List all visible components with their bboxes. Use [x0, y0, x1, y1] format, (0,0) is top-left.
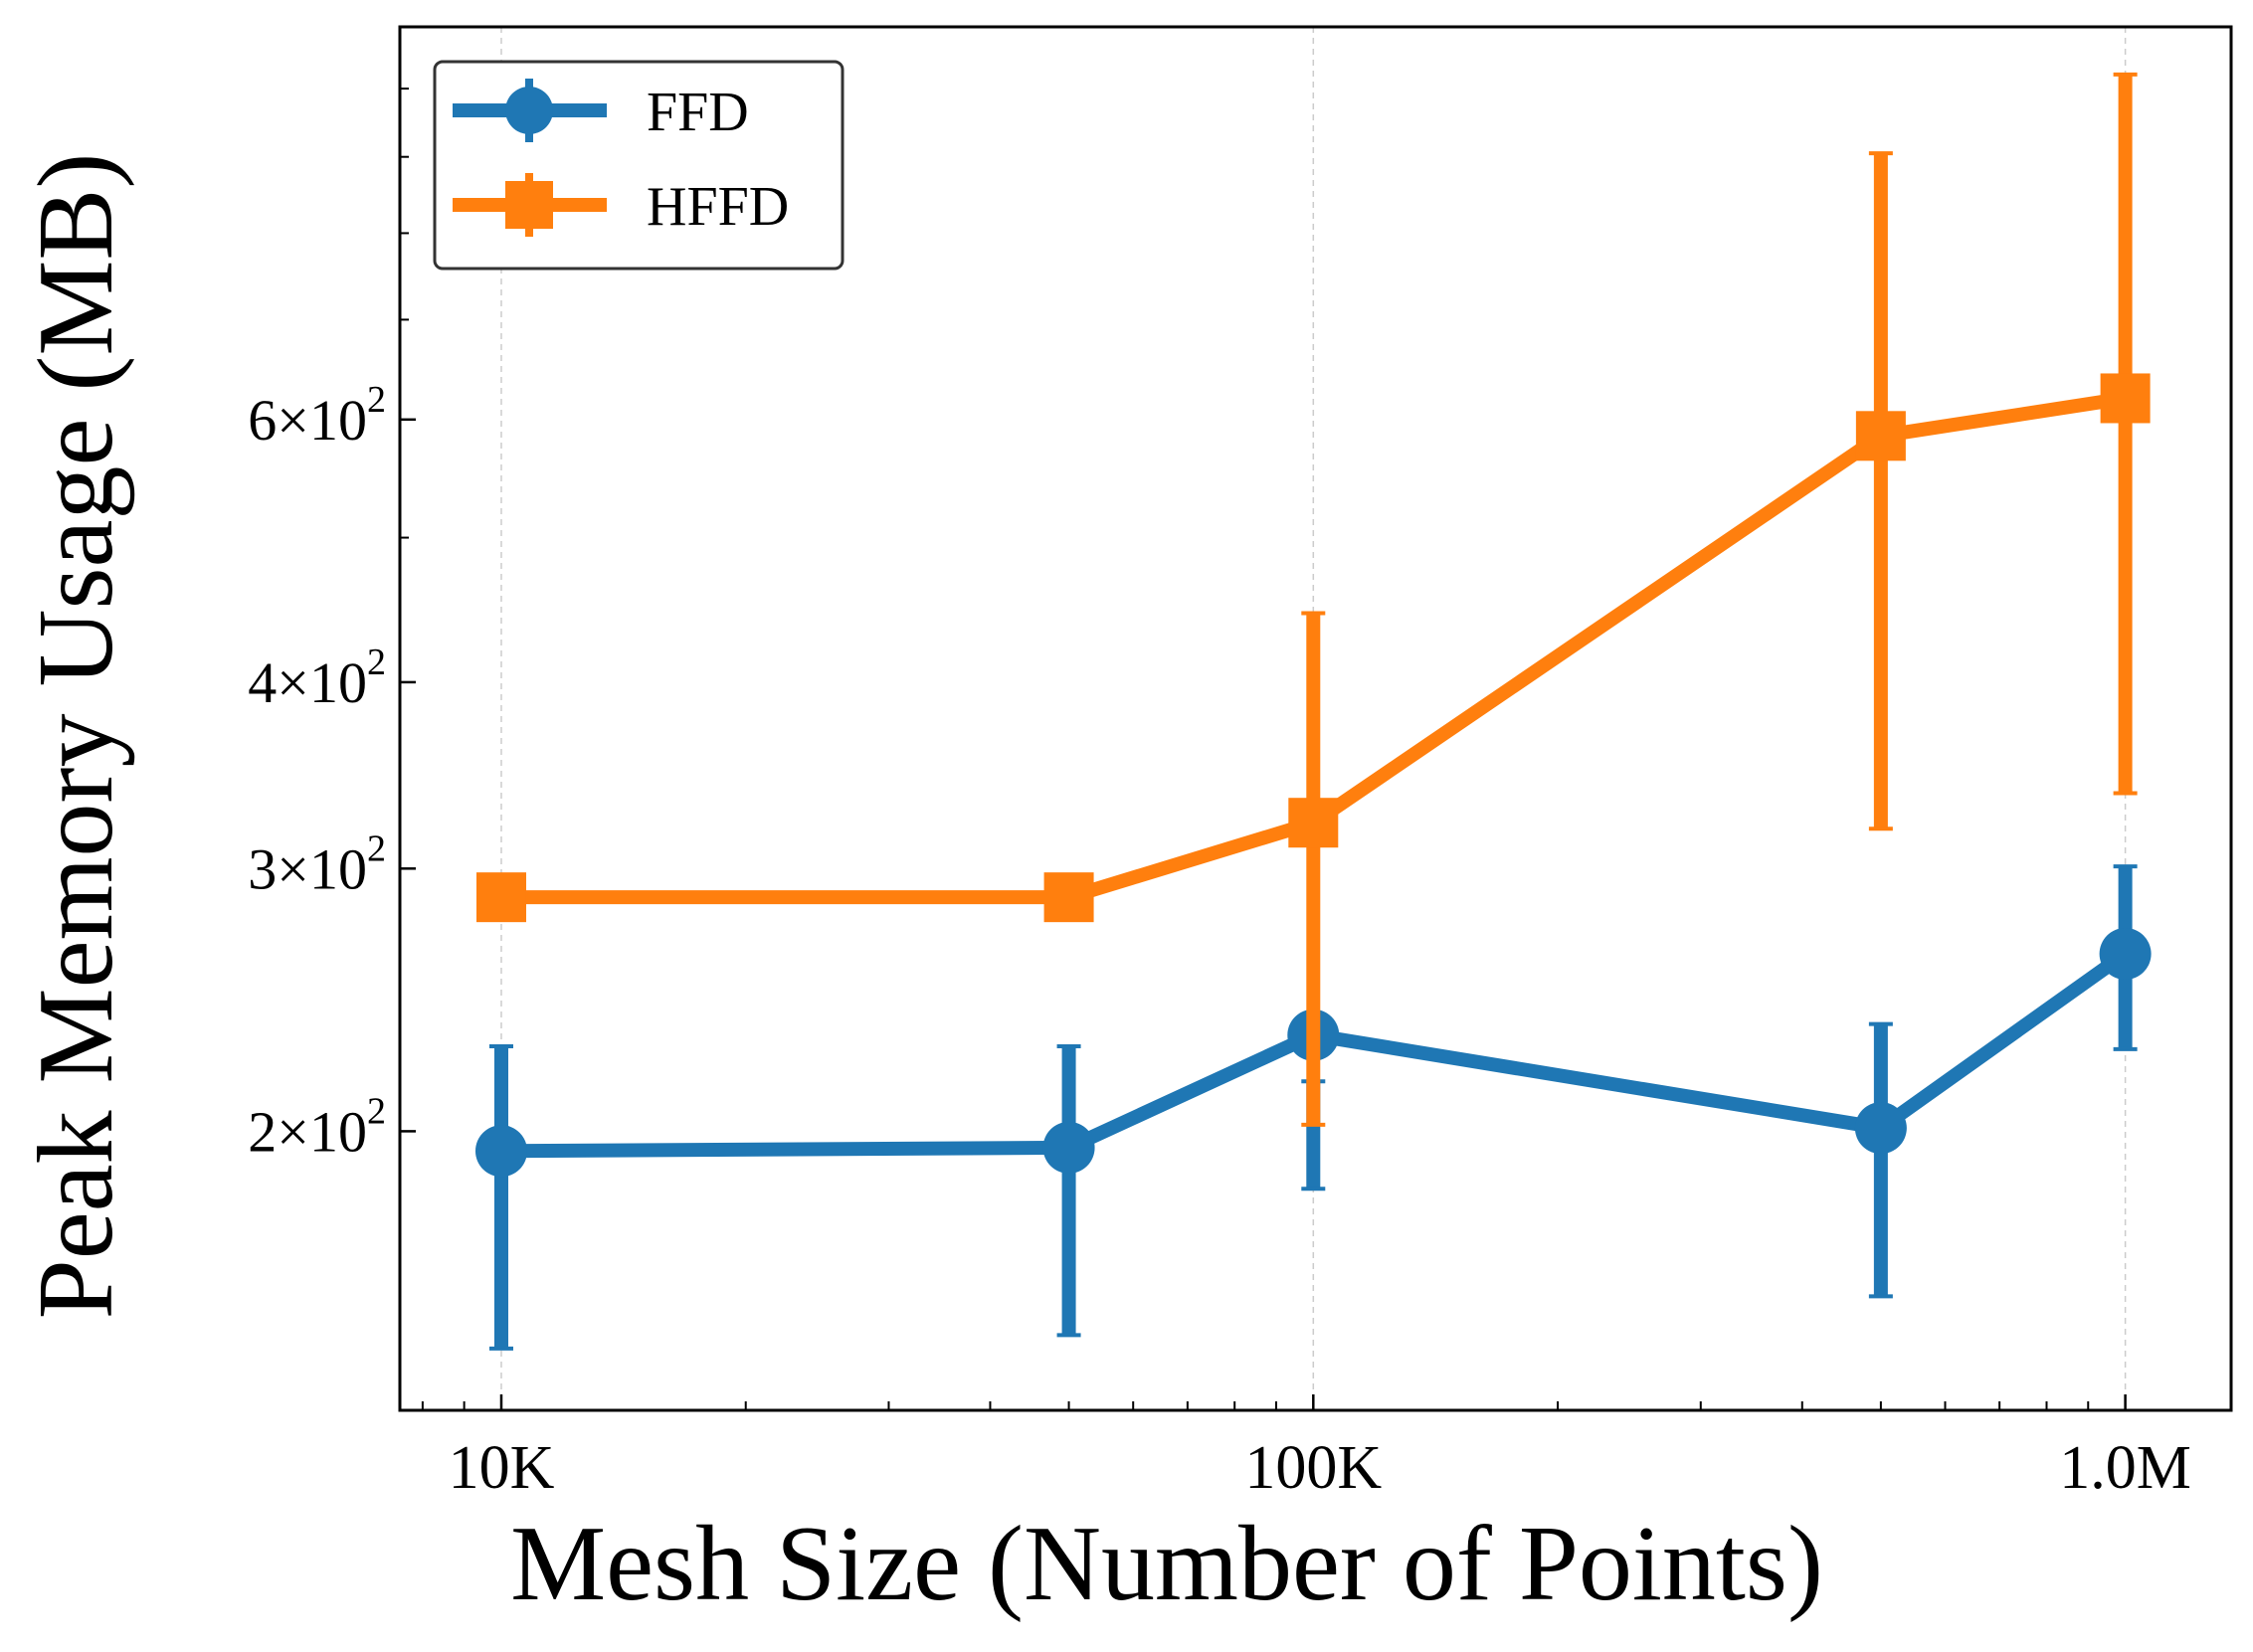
data-point	[475, 872, 526, 923]
series-hffd	[475, 72, 2151, 1127]
legend: FFD HFFD	[433, 60, 845, 271]
legend-label: HFFD	[647, 176, 789, 238]
legend-label: FFD	[647, 82, 749, 143]
y-tick-label: 3×102	[248, 827, 386, 901]
data-point	[2100, 373, 2151, 424]
x-tick-label: 1.0M	[2059, 1434, 2191, 1502]
y-tick-label: 4×102	[248, 642, 386, 715]
legend-entry-hffd: HFFD	[453, 173, 789, 238]
data-point	[474, 1125, 527, 1178]
series-ffd	[474, 864, 2152, 1351]
data-point	[1288, 798, 1339, 848]
data-point	[1854, 1102, 1907, 1155]
x-tick-label: 100K	[1244, 1434, 1382, 1502]
tick-labels: 10K 100K 1.0M 2×102 3×102 4×102 6×102	[248, 379, 2191, 1502]
legend-marker	[505, 87, 553, 134]
legend-entries: FFD HFFD	[453, 79, 789, 238]
y-tick-label: 6×102	[248, 379, 386, 453]
legend-marker	[505, 181, 553, 229]
x-axis-label: Mesh Size (Number of Points)	[510, 1505, 1823, 1623]
y-tick-label: 2×102	[248, 1090, 386, 1164]
x-tick-label: 10K	[449, 1434, 555, 1502]
data-point	[1042, 1121, 1095, 1174]
axis-ticks	[400, 88, 2127, 1410]
legend-entry-ffd: FFD	[453, 79, 749, 143]
y-axis-label: Peak Memory Usage (MB)	[17, 153, 135, 1320]
series-layer	[474, 72, 2152, 1351]
data-point	[1855, 411, 1906, 461]
plot-frame	[398, 25, 2233, 1412]
data-point	[1043, 872, 1094, 923]
data-point	[2099, 928, 2152, 981]
